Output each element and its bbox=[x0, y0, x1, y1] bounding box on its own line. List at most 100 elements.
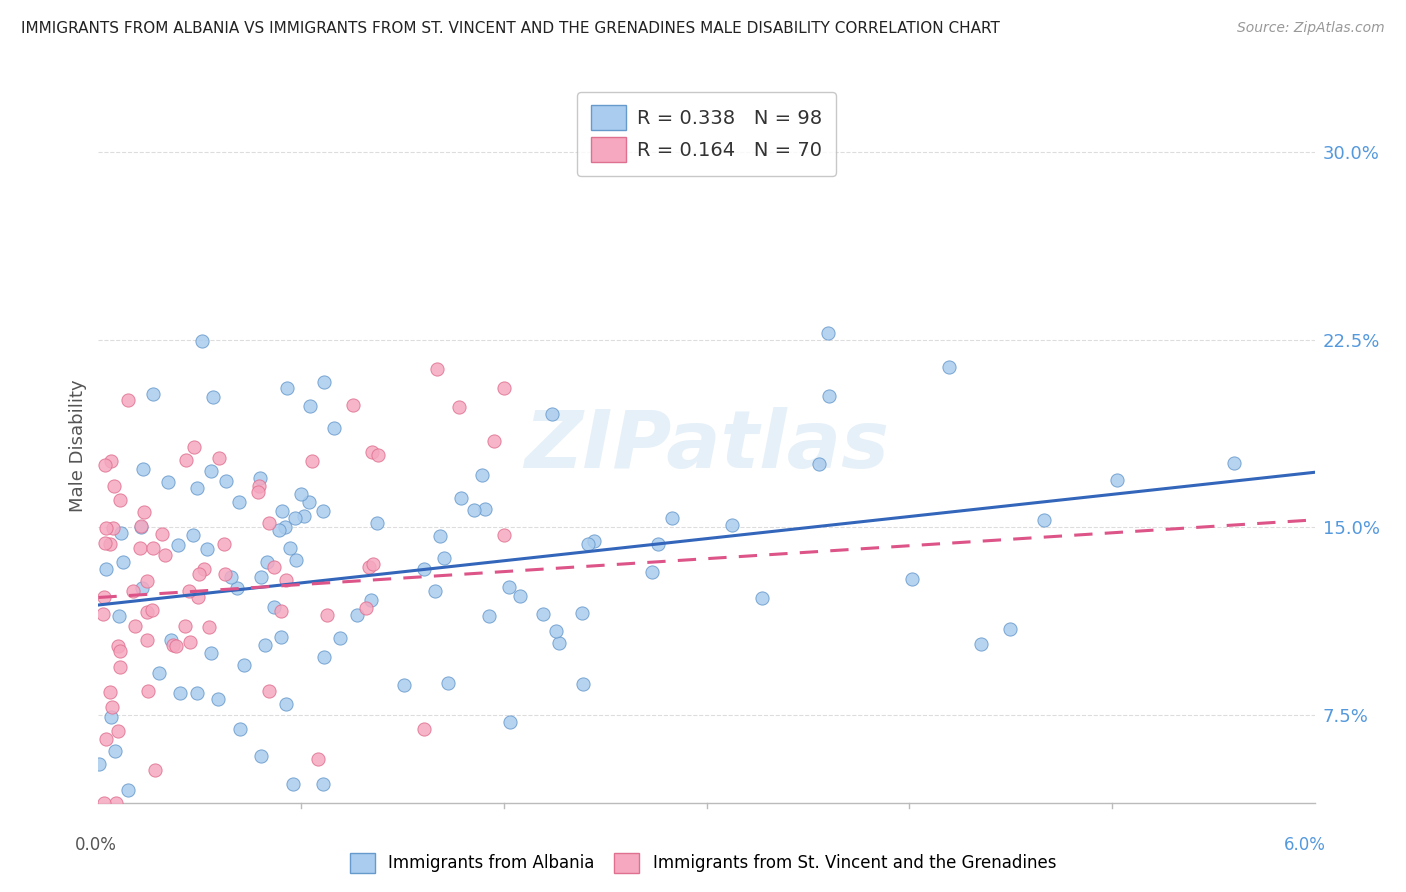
Point bbox=[578, 537, 600, 551]
Point bbox=[103, 521, 125, 535]
Point bbox=[165, 639, 187, 653]
Point bbox=[142, 541, 165, 555]
Point bbox=[160, 632, 183, 647]
Point bbox=[101, 700, 124, 714]
Point bbox=[94, 732, 117, 747]
Point bbox=[256, 555, 278, 569]
Point bbox=[93, 591, 115, 605]
Point bbox=[131, 519, 153, 533]
Point bbox=[247, 479, 270, 493]
Point bbox=[572, 677, 595, 691]
Point bbox=[426, 362, 449, 376]
Point bbox=[360, 592, 382, 607]
Point bbox=[117, 392, 139, 407]
Point bbox=[183, 440, 205, 454]
Point bbox=[162, 638, 184, 652]
Point bbox=[270, 504, 292, 518]
Point bbox=[484, 434, 506, 448]
Point bbox=[499, 715, 522, 730]
Point bbox=[474, 502, 496, 516]
Point bbox=[301, 454, 323, 468]
Point bbox=[214, 566, 236, 581]
Point bbox=[94, 521, 117, 535]
Point bbox=[100, 454, 122, 468]
Point bbox=[342, 398, 364, 412]
Point bbox=[969, 637, 991, 651]
Point bbox=[190, 334, 212, 348]
Point bbox=[132, 462, 155, 476]
Point bbox=[354, 600, 377, 615]
Point bbox=[148, 665, 170, 680]
Point bbox=[233, 658, 256, 673]
Point bbox=[492, 528, 515, 542]
Point bbox=[200, 646, 222, 660]
Point bbox=[121, 584, 143, 599]
Point bbox=[284, 510, 307, 524]
Point bbox=[247, 484, 270, 499]
Point bbox=[818, 389, 841, 403]
Point bbox=[187, 566, 209, 581]
Point bbox=[640, 565, 662, 579]
Point bbox=[274, 573, 297, 587]
Point bbox=[471, 468, 494, 483]
Point bbox=[193, 562, 215, 576]
Point bbox=[298, 399, 321, 413]
Point bbox=[312, 777, 335, 791]
Point bbox=[94, 536, 117, 550]
Point bbox=[198, 620, 221, 634]
Point bbox=[269, 523, 291, 537]
Point bbox=[817, 326, 839, 341]
Point bbox=[1107, 473, 1129, 487]
Point bbox=[153, 549, 176, 563]
Point bbox=[186, 686, 208, 700]
Point bbox=[413, 562, 436, 576]
Point bbox=[250, 569, 273, 583]
Point bbox=[366, 516, 388, 531]
Point bbox=[108, 608, 131, 623]
Point bbox=[174, 453, 197, 467]
Point bbox=[110, 526, 132, 541]
Point bbox=[107, 639, 129, 653]
Y-axis label: Male Disability: Male Disability bbox=[69, 380, 87, 512]
Point bbox=[183, 528, 205, 542]
Point bbox=[546, 624, 568, 638]
Point bbox=[104, 744, 127, 758]
Point bbox=[281, 777, 304, 791]
Point bbox=[207, 691, 229, 706]
Point bbox=[429, 529, 451, 543]
Point bbox=[298, 495, 321, 509]
Point bbox=[276, 381, 298, 395]
Point bbox=[98, 685, 121, 699]
Text: Source: ZipAtlas.com: Source: ZipAtlas.com bbox=[1237, 21, 1385, 35]
Point bbox=[138, 683, 160, 698]
Point bbox=[312, 503, 335, 517]
Point bbox=[141, 603, 163, 617]
Point bbox=[179, 635, 201, 649]
Point bbox=[290, 487, 312, 501]
Point bbox=[208, 450, 231, 465]
Point bbox=[87, 756, 110, 771]
Text: 0.0%: 0.0% bbox=[75, 836, 117, 854]
Text: 6.0%: 6.0% bbox=[1284, 836, 1326, 854]
Point bbox=[360, 445, 382, 459]
Point bbox=[94, 562, 117, 576]
Point bbox=[274, 520, 297, 534]
Point bbox=[938, 360, 960, 375]
Point bbox=[463, 503, 485, 517]
Point bbox=[129, 541, 152, 555]
Point bbox=[124, 618, 146, 632]
Point bbox=[135, 574, 157, 589]
Point bbox=[93, 796, 115, 810]
Point bbox=[143, 763, 166, 777]
Text: ZIPatlas: ZIPatlas bbox=[524, 407, 889, 485]
Point bbox=[276, 697, 298, 711]
Point bbox=[361, 557, 384, 571]
Point bbox=[226, 581, 249, 595]
Point bbox=[292, 508, 315, 523]
Point bbox=[367, 448, 389, 462]
Text: IMMIGRANTS FROM ALBANIA VS IMMIGRANTS FROM ST. VINCENT AND THE GRENADINES MALE D: IMMIGRANTS FROM ALBANIA VS IMMIGRANTS FR… bbox=[21, 21, 1000, 36]
Point bbox=[721, 518, 744, 533]
Point bbox=[117, 783, 139, 797]
Point bbox=[157, 475, 180, 490]
Point bbox=[257, 683, 280, 698]
